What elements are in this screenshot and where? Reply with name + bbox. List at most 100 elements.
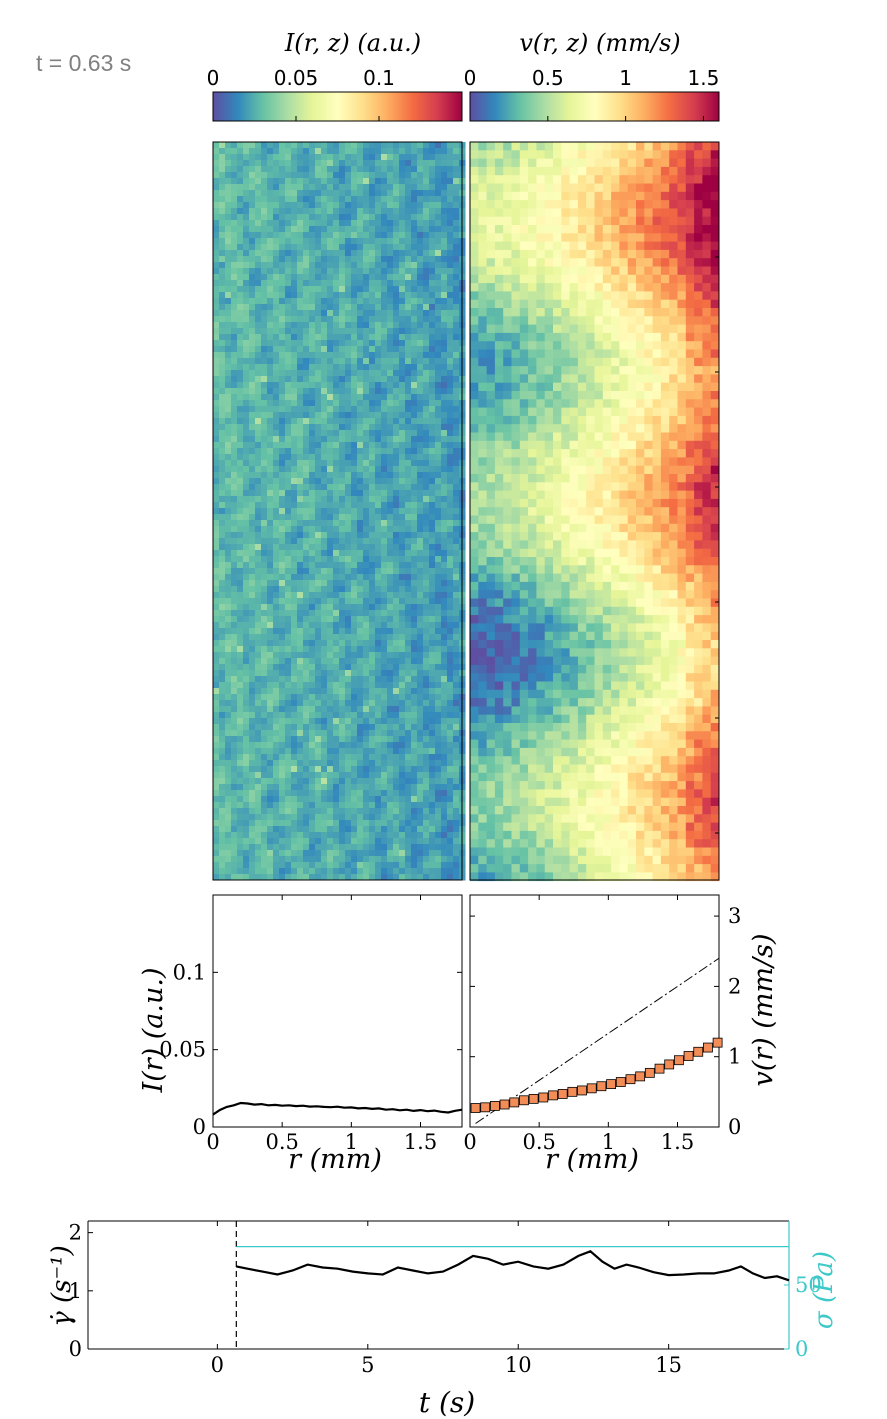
intensity-cell: [435, 370, 442, 377]
intensity-cell: [291, 556, 298, 563]
intensity-cell: [225, 844, 232, 851]
intensity-cell: [315, 184, 322, 191]
intensity-cell: [429, 676, 436, 683]
intensity-cell: [321, 574, 328, 581]
intensity-cell: [225, 148, 232, 155]
intensity-cell: [411, 532, 418, 539]
intensity-cell: [399, 184, 406, 191]
intensity-cell: [363, 724, 370, 731]
intensity-cell: [429, 694, 436, 701]
intensity-cell: [315, 532, 322, 539]
intensity-cell: [369, 508, 376, 515]
intensity-cell: [261, 238, 268, 245]
intensity-cell: [429, 670, 436, 677]
intensity-cell: [417, 676, 424, 683]
intensity-cell: [309, 694, 316, 701]
intensity-cell: [243, 826, 250, 833]
intensity-cell: [285, 538, 292, 545]
intensity-cell: [291, 496, 298, 503]
intensity-cell: [267, 520, 274, 527]
intensity-cell: [393, 682, 400, 689]
intensity-cell: [381, 574, 388, 581]
intensity-cell: [213, 568, 220, 575]
intensity-cell: [381, 298, 388, 305]
intensity-cell: [297, 172, 304, 179]
intensity-cell: [309, 316, 316, 323]
intensity-cell: [321, 694, 328, 701]
intensity-cell: [291, 358, 298, 365]
intensity-cell: [405, 574, 412, 581]
intensity-cell: [321, 496, 328, 503]
intensity-cell: [321, 376, 328, 383]
intensity-cell: [333, 232, 340, 239]
intensity-cell: [243, 382, 250, 389]
intensity-cell: [243, 346, 250, 353]
intensity-cell: [243, 502, 250, 509]
intensity-cell: [279, 514, 286, 521]
intensity-cell: [435, 454, 442, 461]
intensity-cell: [345, 628, 352, 635]
intensity-cell: [309, 166, 316, 173]
intensity-cell: [243, 352, 250, 359]
intensity-cell: [273, 670, 280, 677]
intensity-cell: [291, 676, 298, 683]
intensity-cell: [285, 364, 292, 371]
intensity-cell: [345, 202, 352, 209]
intensity-cell: [231, 178, 238, 185]
intensity-cell: [303, 466, 310, 473]
intensity-cell: [435, 676, 442, 683]
intensity-cell: [345, 352, 352, 359]
intensity-cell: [297, 682, 304, 689]
intensity-cell: [333, 496, 340, 503]
intensity-cell: [441, 400, 448, 407]
intensity-cell: [423, 424, 430, 431]
intensity-cell: [315, 196, 322, 203]
intensity-cell: [285, 238, 292, 245]
intensity-cell: [279, 742, 286, 749]
intensity-cell: [345, 250, 352, 257]
intensity-cell: [369, 268, 376, 275]
intensity-cell: [375, 520, 382, 527]
intensity-cell: [393, 802, 400, 809]
intensity-cell: [405, 184, 412, 191]
intensity-cell: [231, 298, 238, 305]
intensity-cell: [333, 646, 340, 653]
intensity-cell: [345, 322, 352, 329]
intensity-cell: [327, 184, 334, 191]
intensity-cell: [417, 814, 424, 821]
intensity-cell: [297, 550, 304, 557]
intensity-cell: [267, 766, 274, 773]
intensity-cell: [279, 274, 286, 281]
intensity-cell: [453, 268, 460, 275]
intensity-cell: [399, 610, 406, 617]
intensity-cell: [363, 838, 370, 845]
intensity-cell: [429, 754, 436, 761]
intensity-cell: [297, 850, 304, 857]
intensity-cell: [381, 760, 388, 767]
intensity-cell: [213, 496, 220, 503]
intensity-cell: [333, 844, 340, 851]
intensity-cell: [381, 550, 388, 557]
intensity-cell: [405, 844, 412, 851]
intensity-cell: [417, 520, 424, 527]
intensity-cell: [357, 514, 364, 521]
intensity-cell: [411, 832, 418, 839]
intensity-cell: [249, 664, 256, 671]
intensity-cell: [249, 628, 256, 635]
intensity-cell: [249, 622, 256, 629]
intensity-cell: [249, 712, 256, 719]
intensity-cell: [453, 802, 460, 809]
intensity-cell: [279, 640, 286, 647]
intensity-cell: [291, 376, 298, 383]
intensity-cell: [399, 310, 406, 317]
intensity-cell: [231, 328, 238, 335]
intensity-cell: [279, 484, 286, 491]
intensity-cell: [267, 232, 274, 239]
intensity-cell: [429, 460, 436, 467]
intensity-cell: [285, 490, 292, 497]
intensity-cell: [273, 532, 280, 539]
intensity-cell: [315, 202, 322, 209]
intensity-cell: [405, 808, 412, 815]
intensity-cell: [285, 166, 292, 173]
intensity-cell: [297, 382, 304, 389]
